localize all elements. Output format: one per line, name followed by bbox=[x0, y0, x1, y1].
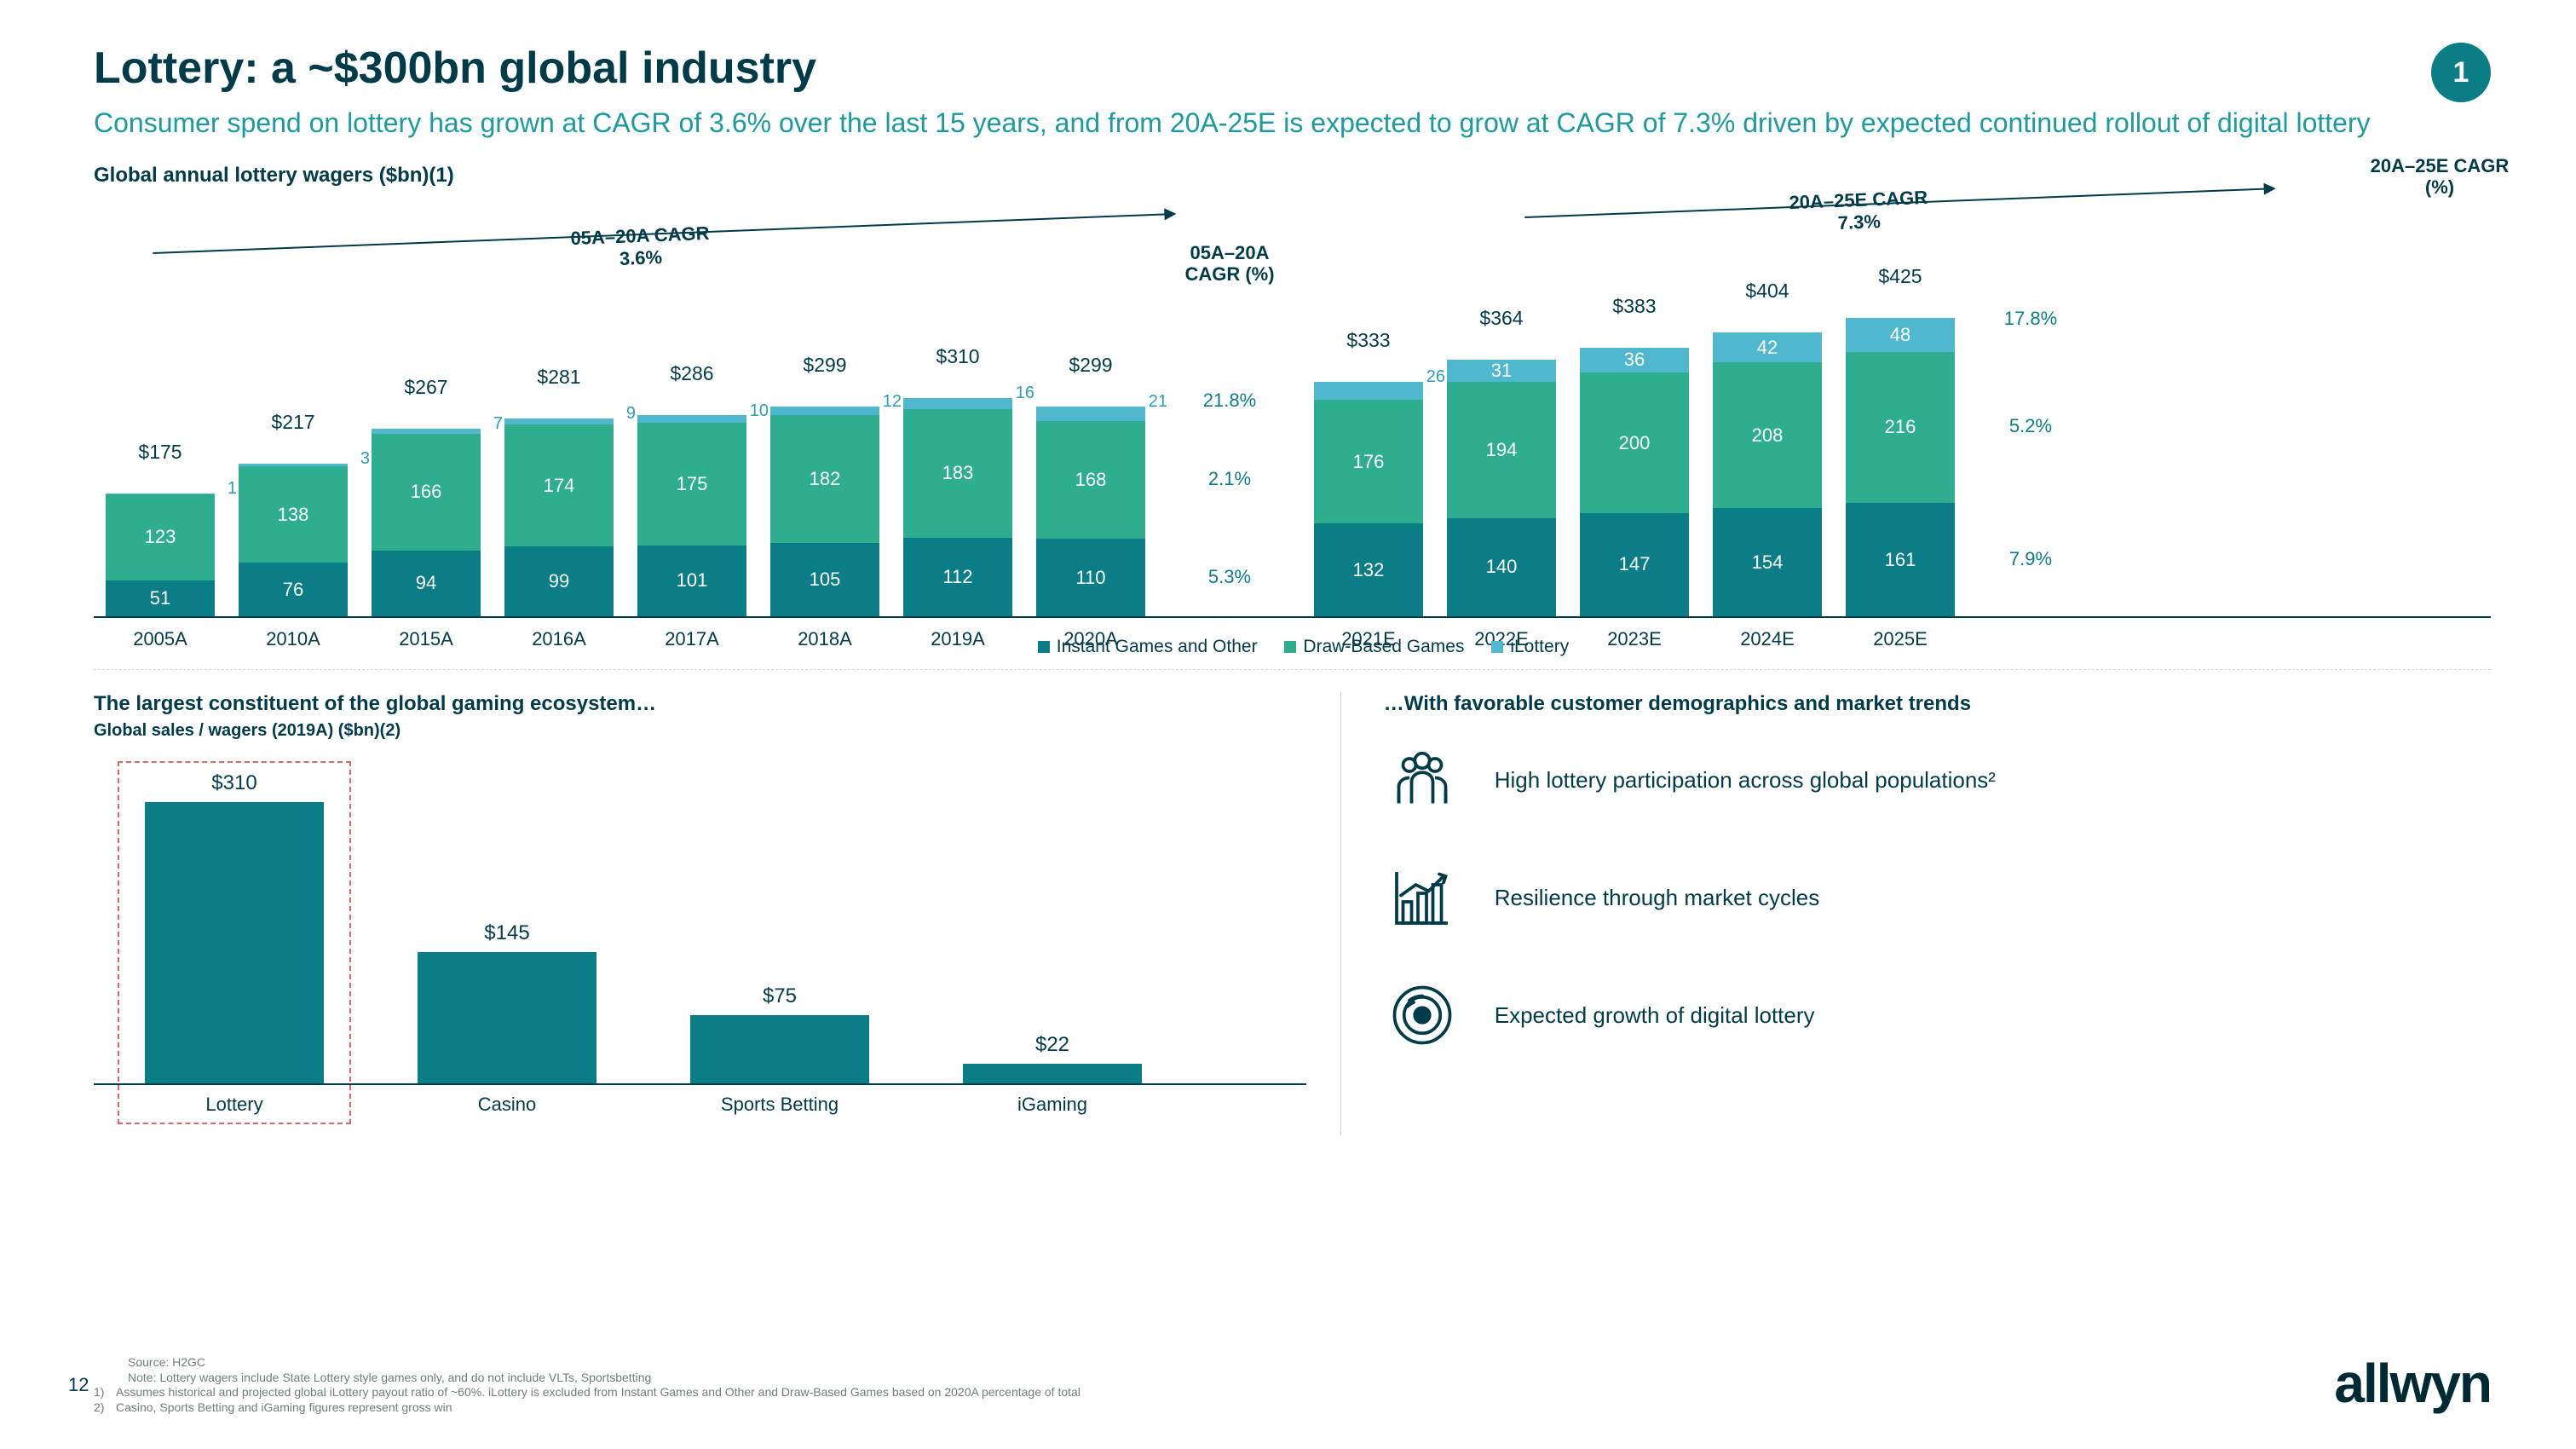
chart1-bars: $175123512005A1$217138762010A3$267166942… bbox=[94, 320, 2491, 618]
chart2: $310Lottery $145Casino $75Sports Betting $2… bbox=[94, 761, 1306, 1085]
page-badge: 1 bbox=[2431, 43, 2491, 102]
bar-2021E: $3331761322021E26 bbox=[1314, 382, 1423, 616]
bar-2016A: $281174992016A9 bbox=[504, 419, 614, 616]
cagr-col-right: 7.9%5.2%17.8% bbox=[1967, 320, 2095, 616]
bar2-lottery: $310Lottery bbox=[145, 802, 324, 1083]
cagr-left-label: 05A–20A CAGR 3.6% bbox=[570, 222, 711, 272]
footnote-2: Casino, Sports Betting and iGaming figur… bbox=[116, 1400, 452, 1414]
trends-list: High lottery participation across global… bbox=[1384, 742, 2491, 1054]
trend-chart: Resilience through market cycles bbox=[1384, 859, 2491, 936]
bar2-casino: $145Casino bbox=[418, 952, 596, 1083]
footnote-note: Note: Lottery wagers include State Lotte… bbox=[128, 1371, 1081, 1386]
bar-2018A: $2991821052018A12 bbox=[770, 407, 879, 616]
lower-left-header: The largest constituent of the global ga… bbox=[94, 692, 1306, 716]
chart1-header: Global annual lottery wagers ($bn)(1) bbox=[94, 164, 2491, 188]
bar-2017A: $2861751012017A10 bbox=[637, 415, 746, 616]
page-subtitle: Consumer spend on lottery has grown at C… bbox=[94, 106, 2491, 140]
lower-left: The largest constituent of the global ga… bbox=[94, 692, 1340, 1135]
page-number: 12 bbox=[68, 1374, 89, 1396]
footnotes: Source: H2GC Note: Lottery wagers includ… bbox=[94, 1355, 1081, 1415]
cagr-col-left: 05A–20A CAGR (%)5.3%2.1%21.8% bbox=[1157, 320, 1302, 616]
trend-target: Expected growth of digital lottery bbox=[1384, 977, 2491, 1054]
chart1: 05A–20A CAGR 3.6% 20A–25E CAGR 7.3% 20A–… bbox=[94, 193, 2491, 670]
bar-2022E: $364311941402022E bbox=[1447, 360, 1556, 616]
chart-icon bbox=[1384, 859, 1461, 936]
bar-2019A: $3101831122019A16 bbox=[903, 398, 1012, 616]
bar-2020A: $2991681102020A21 bbox=[1036, 407, 1145, 616]
footnote-1: Assumes historical and projected global … bbox=[116, 1385, 1081, 1399]
lower-section: The largest constituent of the global ga… bbox=[94, 692, 2491, 1135]
trend-people: High lottery participation across global… bbox=[1384, 742, 2491, 818]
lower-right-header: …With favorable customer demographics an… bbox=[1384, 692, 2491, 716]
bar-2025E: $425482161612025E bbox=[1846, 318, 1955, 616]
cagr-right-label: 20A–25E CAGR 7.3% bbox=[1789, 187, 1929, 236]
cagr-col-head-right: 20A–25E CAGR (%) bbox=[2363, 155, 2516, 199]
bar-2010A: $217138762010A3 bbox=[239, 464, 348, 616]
people-icon bbox=[1384, 742, 1461, 818]
chart1-legend: Instant Games and Other Draw-Based Games… bbox=[94, 637, 2491, 657]
legend-sw-ilottery bbox=[1491, 641, 1503, 653]
bar2-igaming: $22iGaming bbox=[963, 1064, 1142, 1083]
legend-sw-instant bbox=[1038, 641, 1050, 653]
target-icon bbox=[1384, 977, 1461, 1054]
legend-sw-draw bbox=[1284, 641, 1296, 653]
bar-2015A: $267166942015A7 bbox=[372, 429, 481, 616]
lower-right: …With favorable customer demographics an… bbox=[1340, 692, 2491, 1135]
bar-2005A: $175123512005A1 bbox=[106, 494, 215, 616]
lower-left-subheader: Global sales / wagers (2019A) ($bn)(2) bbox=[94, 721, 1306, 741]
bar2-sports-betting: $75Sports Betting bbox=[690, 1015, 869, 1083]
bar-2024E: $404422081542024E bbox=[1713, 332, 1822, 616]
bar-2023E: $383362001472023E bbox=[1580, 348, 1689, 616]
footnote-source: Source: H2GC bbox=[128, 1355, 1081, 1371]
brand-logo: allwyn bbox=[2334, 1352, 2491, 1415]
page-title: Lottery: a ~$300bn global industry bbox=[94, 43, 2491, 94]
